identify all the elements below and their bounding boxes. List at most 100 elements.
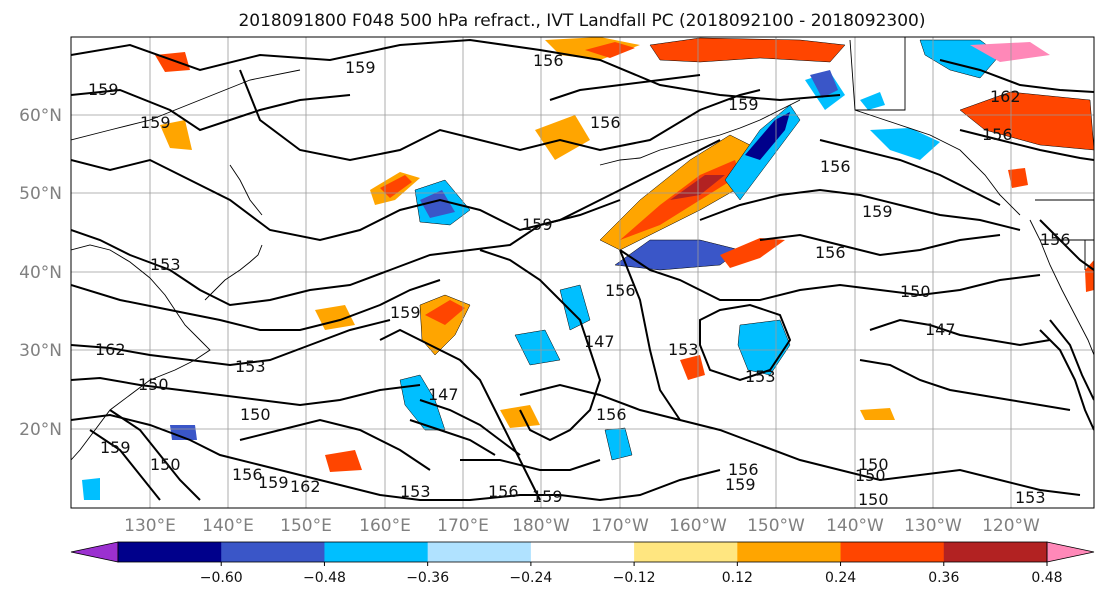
lat-label: 30°N	[19, 341, 62, 361]
contour-label: 150	[855, 466, 886, 485]
contour-label: 159	[390, 303, 421, 322]
map-frame	[70, 36, 1095, 509]
contour-label: 156	[533, 51, 564, 70]
positive-anomaly-region	[500, 405, 540, 428]
positive-anomaly-region	[670, 175, 725, 200]
kamchatka-coastline	[229, 164, 263, 216]
contour-label: 153	[150, 255, 181, 274]
contour-label: 156	[596, 405, 627, 424]
contour-label: 156	[815, 243, 846, 262]
negative-anomaly-region	[745, 112, 790, 160]
negative-anomaly-region	[82, 478, 100, 500]
contour-label: 159	[100, 438, 131, 457]
contour-label: 162	[95, 340, 126, 359]
japan-coastline	[204, 244, 263, 301]
contour-label: 156	[605, 281, 636, 300]
negative-anomaly-region	[514, 329, 561, 366]
positive-anomaly-region	[959, 91, 1094, 151]
contour-label: 156	[232, 465, 263, 484]
contour-label: 159	[258, 473, 289, 492]
colorbar-segment	[530, 542, 635, 562]
contour-label: 153	[668, 340, 699, 359]
longitude-labels: 130°E 140°E 150°E 160°E 170°E 180°W 170°…	[124, 516, 1040, 536]
siberia-coastline	[71, 69, 301, 141]
colorbar-segment	[634, 542, 738, 562]
positive-anomaly-region	[425, 300, 465, 325]
contour-label: 150	[900, 282, 931, 301]
contour-label: 159	[88, 80, 119, 99]
lon-label: 120°W	[982, 516, 1040, 536]
contour-label: 156	[728, 460, 759, 479]
contours	[71, 38, 1094, 502]
map-panel: 159 156 162 159 156 153 150 147 156 159 …	[71, 37, 1094, 509]
colorbar-extend-high	[1046, 541, 1095, 563]
positive-anomaly-region	[325, 450, 362, 472]
us-border	[1040, 239, 1094, 270]
contour-label: 159	[728, 95, 759, 114]
lat-label: 20°N	[19, 420, 62, 440]
positive-anomaly-region	[970, 42, 1050, 62]
positive-anomaly-region	[680, 355, 705, 380]
lat-label: 40°N	[19, 263, 62, 283]
contour-label: 153	[235, 357, 266, 376]
contour-label: 159	[345, 58, 376, 77]
contour-label: 156	[488, 482, 519, 501]
colorbar-tick-label: −0.12	[613, 570, 656, 586]
contour-label: 150	[150, 455, 181, 474]
graticule	[71, 37, 1094, 508]
contour-label: 162	[290, 477, 321, 496]
negative-anomaly-region	[860, 92, 885, 110]
shading-layer	[82, 37, 1094, 500]
colorbar-segment	[427, 542, 532, 562]
lat-label: 60°N	[19, 106, 62, 126]
map-title: 2018091800 F048 500 hPa refract., IVT La…	[238, 11, 925, 31]
lon-label: 130°E	[124, 516, 176, 536]
contour-label: 153	[400, 482, 431, 501]
contour-label: 156	[982, 125, 1013, 144]
positive-anomaly-region	[535, 115, 590, 160]
lon-label: 130°W	[904, 516, 962, 536]
lat-label: 50°N	[19, 184, 62, 204]
lon-label: 170°E	[437, 516, 489, 536]
aleutian-islands	[599, 99, 801, 166]
contour-label: 156	[590, 113, 621, 132]
contour-label: 147	[584, 332, 615, 351]
positive-anomaly-region	[1008, 168, 1028, 188]
positive-anomaly-region	[585, 42, 635, 58]
positive-anomaly-region	[380, 175, 412, 198]
negative-anomaly-region	[420, 190, 455, 218]
latitude-labels: 60°N 50°N 40°N 30°N 20°N	[19, 106, 62, 440]
colorbar-segment	[737, 542, 842, 562]
colorbar-tick-label: 0.12	[722, 570, 753, 586]
colorbar-tick-label: −0.60	[200, 570, 243, 586]
contour-label: 153	[745, 367, 776, 386]
colorbar-segment	[324, 542, 429, 562]
canada-border	[855, 37, 906, 111]
colorbar-outline	[117, 541, 1048, 563]
contour-label: 162	[990, 87, 1021, 106]
negative-anomaly-region	[559, 284, 591, 331]
lon-label: 150°E	[280, 516, 332, 536]
lon-label: 160°W	[669, 516, 727, 536]
contour-label: 159	[140, 113, 171, 132]
contour-label: 153	[1015, 488, 1046, 507]
alaska-coastline	[849, 39, 1021, 216]
negative-anomaly-region	[870, 128, 940, 160]
contour-label: 156	[1040, 230, 1071, 249]
coastlines	[71, 37, 1094, 461]
colorbar-segment	[840, 542, 945, 562]
colorbar: −0.60 −0.48 −0.36 −0.24 −0.12 0.12 0.24 0.36 0.4…	[70, 541, 1095, 586]
colorbar-segment	[943, 542, 1048, 562]
colorbar-segment	[221, 542, 325, 562]
lon-label: 170°W	[591, 516, 649, 536]
lon-label: 140°W	[826, 516, 884, 536]
contour-label: 159	[862, 202, 893, 221]
contour-label: 150	[858, 490, 889, 509]
negative-anomaly-region	[810, 70, 838, 98]
positive-anomaly-region	[160, 120, 192, 150]
contour-label: 147	[428, 385, 459, 404]
colorbar-tick-label: 0.36	[928, 570, 959, 586]
contour-label: 150	[240, 405, 271, 424]
positive-anomaly-region	[649, 37, 846, 63]
